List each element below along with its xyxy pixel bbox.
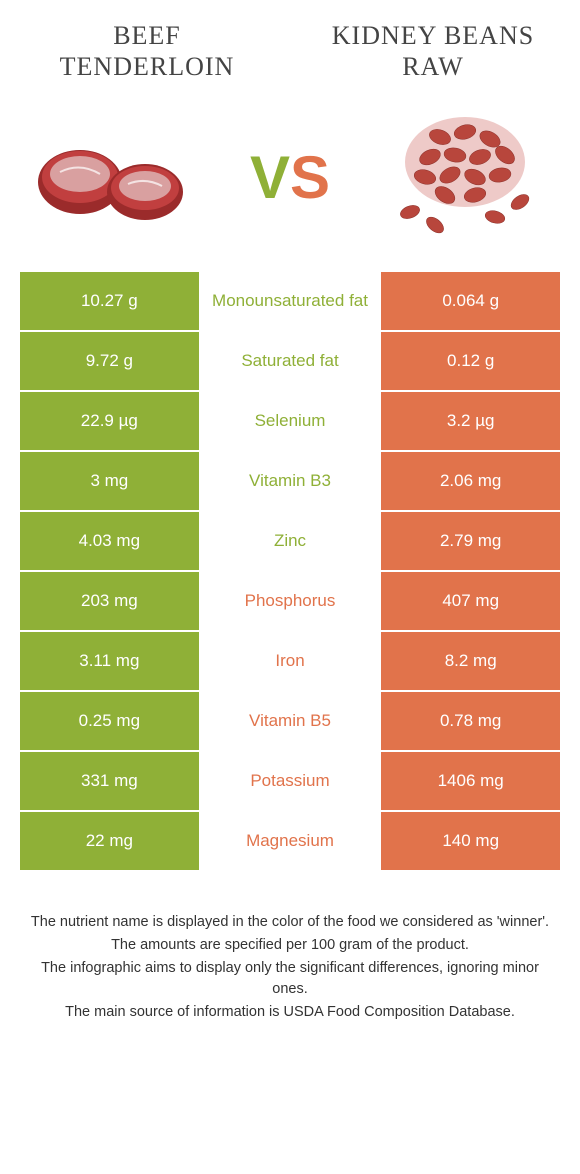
nutrient-label-cell: Vitamin B3: [201, 452, 380, 512]
table-row: 3.11 mgIron8.2 mg: [20, 632, 560, 692]
footnote-line: The main source of information is USDA F…: [30, 1002, 550, 1023]
table-row: 10.27 gMonounsaturated fat0.064 g: [20, 272, 560, 332]
footnotes: The nutrient name is displayed in the co…: [0, 872, 580, 1023]
beans-icon: [380, 107, 550, 247]
meat-icon: [30, 122, 200, 232]
left-value-cell: 331 mg: [20, 752, 201, 812]
right-value-cell: 3.2 µg: [379, 392, 560, 452]
table-row: 22.9 µgSelenium3.2 µg: [20, 392, 560, 452]
table-row: 203 mgPhosphorus407 mg: [20, 572, 560, 632]
left-value-cell: 22 mg: [20, 812, 201, 872]
comparison-table: 10.27 gMonounsaturated fat0.064 g9.72 gS…: [20, 272, 560, 872]
right-value-cell: 0.064 g: [379, 272, 560, 332]
footnote-line: The nutrient name is displayed in the co…: [30, 912, 550, 933]
left-value-cell: 10.27 g: [20, 272, 201, 332]
right-value-cell: 0.78 mg: [379, 692, 560, 752]
left-value-cell: 3.11 mg: [20, 632, 201, 692]
right-value-cell: 0.12 g: [379, 332, 560, 392]
left-value-cell: 0.25 mg: [20, 692, 201, 752]
footnote-line: The infographic aims to display only the…: [30, 958, 550, 1000]
vs-letter-s: S: [290, 143, 330, 212]
right-food-title: Kidney beans raw: [316, 20, 550, 82]
table-row: 3 mgVitamin B32.06 mg: [20, 452, 560, 512]
right-value-cell: 2.79 mg: [379, 512, 560, 572]
vs-letter-v: V: [250, 143, 290, 212]
beef-tenderloin-image: [30, 112, 200, 242]
table-row: 331 mgPotassium1406 mg: [20, 752, 560, 812]
vs-label: VS: [250, 143, 330, 212]
nutrient-label-cell: Potassium: [201, 752, 380, 812]
left-value-cell: 3 mg: [20, 452, 201, 512]
nutrient-label-cell: Vitamin B5: [201, 692, 380, 752]
nutrient-label-cell: Monounsaturated fat: [201, 272, 380, 332]
right-value-cell: 1406 mg: [379, 752, 560, 812]
header: Beef tenderloin Kidney beans raw: [0, 0, 580, 92]
right-value-cell: 8.2 mg: [379, 632, 560, 692]
right-value-cell: 140 mg: [379, 812, 560, 872]
nutrient-label-cell: Zinc: [201, 512, 380, 572]
kidney-beans-image: [380, 112, 550, 242]
images-row: VS: [0, 92, 580, 272]
nutrient-label-cell: Phosphorus: [201, 572, 380, 632]
left-value-cell: 4.03 mg: [20, 512, 201, 572]
left-food-title: Beef tenderloin: [30, 20, 264, 82]
left-value-cell: 203 mg: [20, 572, 201, 632]
right-value-cell: 2.06 mg: [379, 452, 560, 512]
footnote-line: The amounts are specified per 100 gram o…: [30, 935, 550, 956]
left-value-cell: 9.72 g: [20, 332, 201, 392]
table-row: 4.03 mgZinc2.79 mg: [20, 512, 560, 572]
nutrient-label-cell: Selenium: [201, 392, 380, 452]
nutrient-label-cell: Iron: [201, 632, 380, 692]
nutrient-label-cell: Saturated fat: [201, 332, 380, 392]
left-value-cell: 22.9 µg: [20, 392, 201, 452]
table-row: 22 mgMagnesium140 mg: [20, 812, 560, 872]
nutrient-label-cell: Magnesium: [201, 812, 380, 872]
table-row: 9.72 gSaturated fat0.12 g: [20, 332, 560, 392]
table-row: 0.25 mgVitamin B50.78 mg: [20, 692, 560, 752]
right-value-cell: 407 mg: [379, 572, 560, 632]
